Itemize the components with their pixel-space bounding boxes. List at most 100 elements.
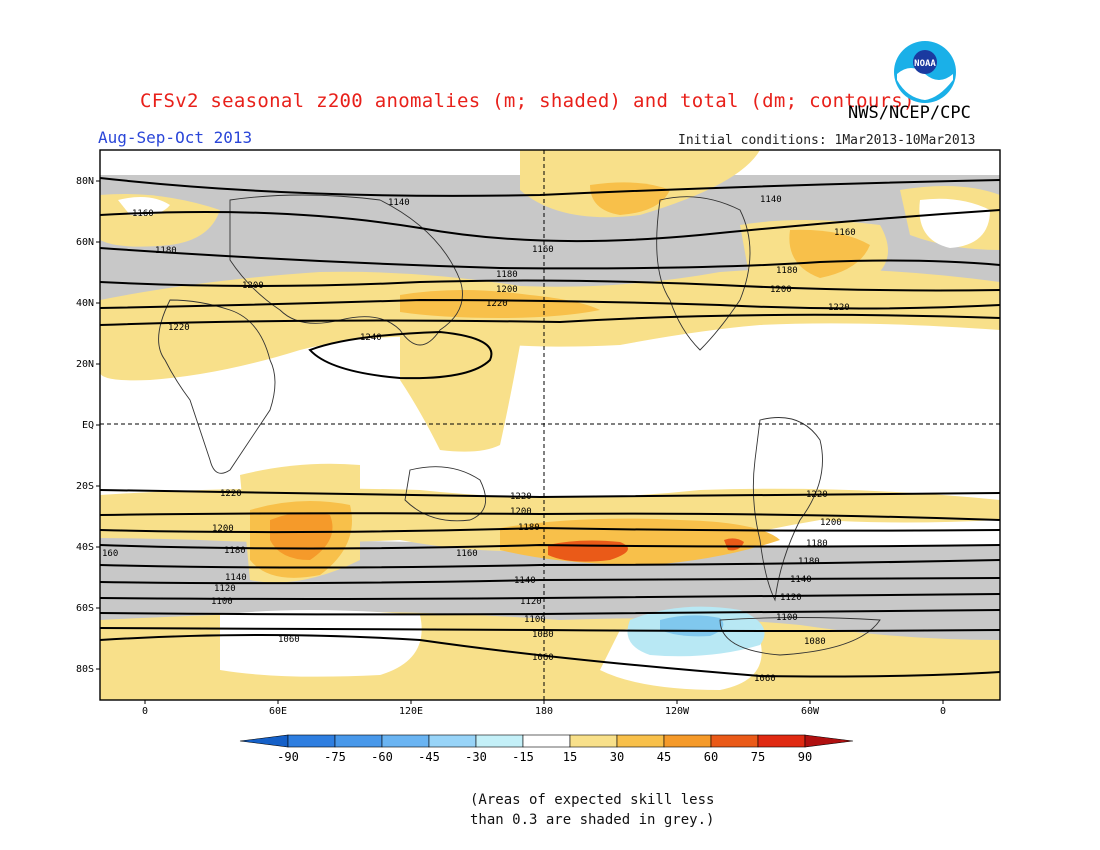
colorbar-swatch <box>381 734 430 748</box>
colorbar-swatch <box>569 734 618 748</box>
noaa-logo: NOAA <box>894 41 956 103</box>
contour-label: 1180 <box>776 266 798 276</box>
colorbar-tick-label: -15 <box>512 750 534 764</box>
lat-label: 60S <box>76 603 94 614</box>
lat-label: 40S <box>76 542 94 553</box>
colorbar-swatch <box>616 734 665 748</box>
contour-label: 1140 <box>514 576 536 586</box>
colorbar-tick-label: 30 <box>610 750 624 764</box>
colorbar-swatch <box>522 734 571 748</box>
contour-label: 1200 <box>212 524 234 534</box>
contour-label: 1100 <box>776 613 798 623</box>
white-antarctic-east <box>220 610 422 677</box>
skill-note: (Areas of expected skill less than 0.3 a… <box>470 790 714 830</box>
contour-label: 1140 <box>225 573 247 583</box>
contour-label: 1180 <box>806 539 828 549</box>
colorbar-swatch <box>757 734 806 748</box>
lon-label: 120W <box>665 706 690 717</box>
contour-label: 1200 <box>820 518 842 528</box>
contour-label: 1200 <box>770 285 792 295</box>
contour-label: 1200 <box>242 281 264 291</box>
contour-label: 1100 <box>524 615 546 625</box>
colorbar-arrow-high <box>804 734 854 748</box>
colorbar-swatch <box>334 734 383 748</box>
contour-label: 1060 <box>754 674 776 684</box>
latitude-labels: 80N 60N 40N 20N EQ 20S 40S 60S 80S <box>76 176 94 675</box>
white-nw-patch <box>118 196 170 216</box>
noaa-logo-text: NOAA <box>914 59 936 69</box>
colorbar-swatch <box>663 734 712 748</box>
lat-label: 20N <box>76 359 94 370</box>
contour-label: 1160 <box>132 209 154 219</box>
contour-label: 1220 <box>510 492 532 502</box>
colorbar-tick-label: -45 <box>418 750 440 764</box>
longitude-ticks <box>144 700 944 704</box>
initial-conditions-label: Initial conditions: 1Mar2013-10Mar2013 <box>678 133 976 148</box>
contour-label: 1200 <box>510 507 532 517</box>
lon-label: 0 <box>940 706 946 717</box>
lon-label: 60W <box>801 706 820 717</box>
contour-label: 1160 <box>834 228 856 238</box>
contour-label: 1220 <box>806 490 828 500</box>
colorbar-tick-label: -30 <box>465 750 487 764</box>
contour-label: 1180 <box>798 557 820 567</box>
skill-note-line-2: than 0.3 are shaded in grey.) <box>470 812 715 828</box>
contour-label: 1120 <box>214 584 236 594</box>
contour-label: 1140 <box>790 575 812 585</box>
contour-label: 1060 <box>278 635 300 645</box>
colorbar-swatch <box>475 734 524 748</box>
lat-label: 20S <box>76 481 94 492</box>
colorbar-tick-label: 45 <box>657 750 671 764</box>
colorbar-tick-label: 90 <box>798 750 812 764</box>
contour-label: 1220 <box>168 323 190 333</box>
contour-label: 1120 <box>780 593 802 603</box>
lat-label: 40N <box>76 298 94 309</box>
longitude-labels: 0 60E 120E 180 120W 60W 0 <box>142 706 946 717</box>
skill-note-line-1: (Areas of expected skill less <box>470 792 715 808</box>
contour-label: 1200 <box>496 285 518 295</box>
colorbar-tick-label: -75 <box>324 750 346 764</box>
contour-label: 1220 <box>486 299 508 309</box>
contour-label: 1120 <box>520 597 542 607</box>
lat-label: 80S <box>76 664 94 675</box>
contour-label: 160 <box>102 549 118 559</box>
orange-n-pacific <box>400 290 600 318</box>
colorbar-swatch <box>287 734 336 748</box>
lat-label: EQ <box>82 420 94 431</box>
contour-label: 1080 <box>532 630 554 640</box>
colorbar-tick-label: 75 <box>751 750 765 764</box>
lon-label: 0 <box>142 706 148 717</box>
contour-label: 1180 <box>496 270 518 280</box>
colorbar-swatch <box>710 734 759 748</box>
contour-label: 1140 <box>760 195 782 205</box>
season-label: Aug-Sep-Oct 2013 <box>98 128 253 147</box>
contour-label: 1100 <box>211 597 233 607</box>
contour-label: 1160 <box>532 245 554 255</box>
orange-n-atl <box>789 229 870 278</box>
contour-label: 1080 <box>804 637 826 647</box>
colorbar-tick-label: -60 <box>371 750 393 764</box>
contour-label: 1060 <box>532 653 554 663</box>
lon-label: 60E <box>269 706 287 717</box>
contour-label: 1240 <box>360 333 382 343</box>
map-title: CFSv2 seasonal z200 anomalies (m; shaded… <box>140 90 915 112</box>
contour-label: 1220 <box>828 303 850 313</box>
contour-labels: 1140 1140 1160 1160 1160 1180 1180 1180 … <box>102 195 856 684</box>
colorbar: -90 -75 -60 -45 -30 -15 15 30 45 60 75 90 <box>239 734 854 764</box>
lat-label: 80N <box>76 176 94 187</box>
lat-label: 60N <box>76 237 94 248</box>
colorbar-tick-label: 15 <box>563 750 577 764</box>
contour-label: 1160 <box>456 549 478 559</box>
contour-label: 1220 <box>220 489 242 499</box>
contour-label: 1180 <box>224 546 246 556</box>
colorbar-tick-label: 60 <box>704 750 718 764</box>
contour-label: 1140 <box>388 198 410 208</box>
yellow-northern-midlat <box>100 268 1000 381</box>
contour-label: 1180 <box>155 246 177 256</box>
colorbar-arrow-low <box>239 734 289 748</box>
colorbar-tick-label: -90 <box>277 750 299 764</box>
latitude-ticks <box>96 180 100 670</box>
contours <box>100 177 1000 678</box>
lon-label: 120E <box>399 706 423 717</box>
